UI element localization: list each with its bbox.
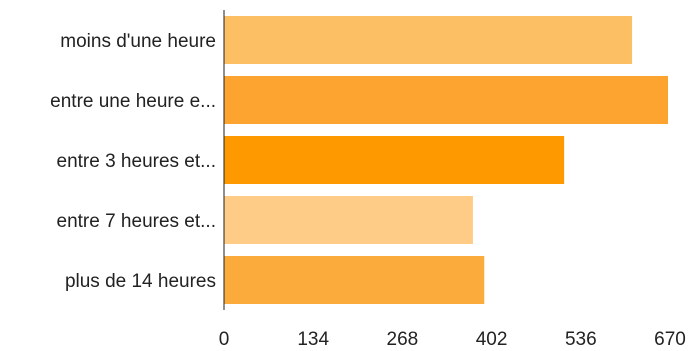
bar-2 [224, 136, 565, 184]
category-label-1: entre une heure e... [50, 91, 216, 112]
bar-4 [224, 256, 485, 304]
category-labels: moins d'une heure entre une heure e... ent… [50, 31, 216, 292]
x-tick-labels: 0 134 268 402 536 670 [219, 329, 686, 350]
x-tick-label-5: 670 [654, 329, 686, 350]
x-tick-label-2: 268 [387, 329, 419, 350]
bars [224, 16, 669, 304]
category-label-2: entre 3 heures et... [57, 151, 217, 172]
bar-0 [224, 16, 633, 64]
x-tick-label-0: 0 [219, 329, 230, 350]
x-tick-label-3: 402 [476, 329, 508, 350]
x-tick-label-4: 536 [565, 329, 597, 350]
bar-1 [224, 76, 669, 124]
bar-3 [224, 196, 473, 244]
category-label-4: plus de 14 heures [65, 271, 216, 292]
category-label-3: entre 7 heures et... [57, 211, 217, 232]
x-tick-label-1: 134 [297, 329, 329, 350]
category-label-0: moins d'une heure [60, 31, 216, 52]
